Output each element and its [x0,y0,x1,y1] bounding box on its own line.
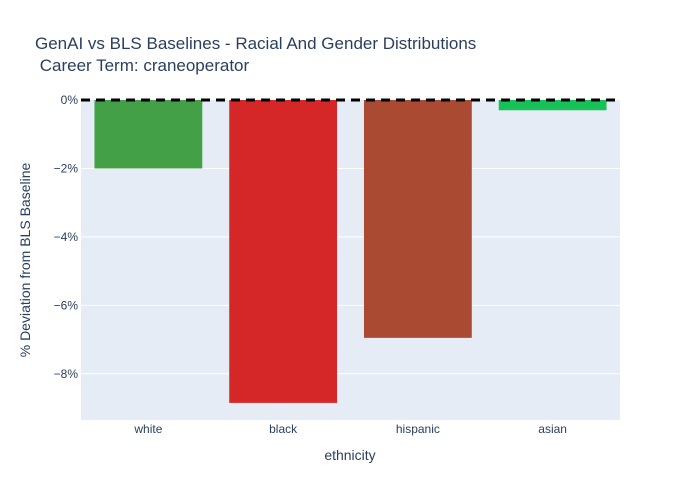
x-axis-ticks: white black hispanic asian [133,422,567,436]
chart-title: GenAI vs BLS Baselines - Racial And Gend… [35,34,477,53]
chart-subtitle: Career Term: craneoperator [35,56,250,75]
x-tick-label: asian [538,422,567,436]
x-tick-label: hispanic [396,422,440,436]
bar-hispanic [363,100,472,338]
y-tick-label: −4% [54,230,79,244]
x-axis-label: ethnicity [324,447,375,463]
x-tick-label: black [269,422,298,436]
bars [94,100,607,403]
y-tick-label: −2% [54,161,79,175]
gridlines [81,167,620,375]
bar-black [229,100,338,403]
y-tick-label: 0% [61,93,79,107]
bar-white [94,100,203,169]
x-tick-label: white [133,422,162,436]
y-axis-label: % Deviation from BLS Baseline [17,163,33,358]
y-tick-label: −8% [54,367,79,381]
y-axis-ticks: 0% −2% −4% −6% −8% [54,93,79,381]
y-tick-label: −6% [54,298,79,312]
bar-asian [498,100,607,111]
